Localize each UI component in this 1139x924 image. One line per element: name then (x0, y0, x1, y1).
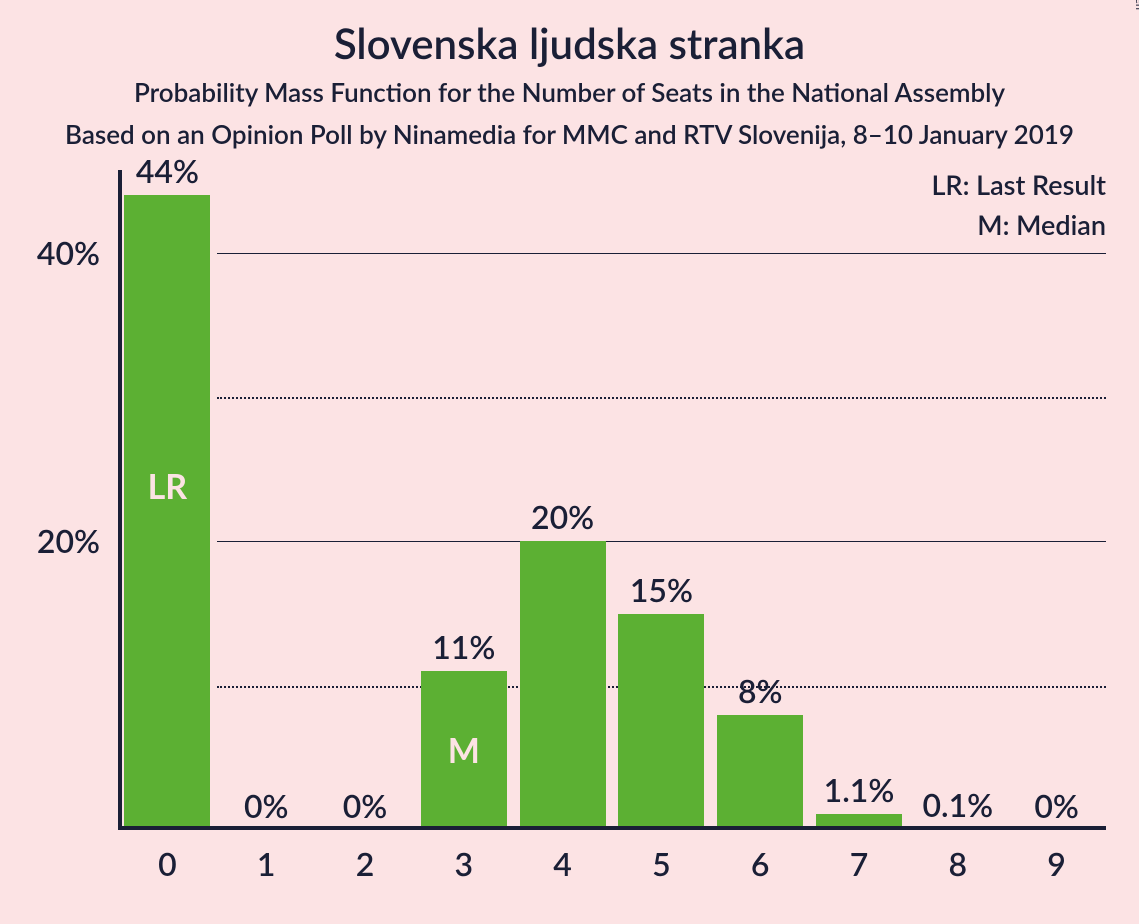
chart-canvas: © 2019 Filip van Laenen Slovenska ljudsk… (0, 0, 1139, 924)
gridline (217, 541, 1106, 542)
bar-inner-label: M (421, 730, 507, 771)
chart-subtitle-1: Probability Mass Function for the Number… (0, 76, 1139, 108)
bar (520, 541, 606, 830)
copyright-text: © 2019 Filip van Laenen (1133, 0, 1139, 10)
legend-line-m: M: Median (706, 208, 1106, 241)
bar-value-label: 0% (306, 786, 425, 825)
bar-value-label: 11% (404, 627, 523, 666)
chart-subtitle-2: Based on an Opinion Poll by Ninamedia fo… (0, 118, 1139, 150)
x-axis-tick-label: 1 (217, 844, 316, 883)
x-axis-tick-label: 8 (908, 844, 1007, 883)
y-axis (118, 170, 122, 830)
y-axis-tick-label: 20% (0, 521, 100, 560)
bar (717, 715, 803, 830)
x-axis-tick-label: 7 (810, 844, 909, 883)
bar-value-label: 44% (108, 151, 227, 190)
bar-value-label: 8% (701, 671, 820, 710)
x-axis-tick-label: 3 (414, 844, 513, 883)
x-axis-tick-label: 2 (316, 844, 415, 883)
x-axis (118, 826, 1106, 830)
legend-line-lr: LR: Last Result (706, 168, 1106, 201)
gridline (217, 253, 1106, 254)
bar (618, 614, 704, 830)
bar-value-label: 20% (503, 497, 622, 536)
x-axis-tick-label: 9 (1007, 844, 1106, 883)
bar-value-label: 0% (997, 786, 1116, 825)
gridline (217, 397, 1106, 399)
bar-value-label: 15% (602, 570, 721, 609)
x-axis-tick-label: 5 (612, 844, 711, 883)
plot-area: 40%20%44%LR00%10%211%M320%415%58%61.1%70… (118, 190, 1106, 830)
bar (124, 195, 210, 830)
x-axis-tick-label: 6 (711, 844, 810, 883)
x-axis-tick-label: 4 (513, 844, 612, 883)
chart-title: Slovenska ljudska stranka (0, 18, 1139, 68)
x-axis-tick-label: 0 (118, 844, 217, 883)
bar-inner-label: LR (124, 466, 210, 507)
y-axis-tick-label: 40% (0, 233, 100, 272)
